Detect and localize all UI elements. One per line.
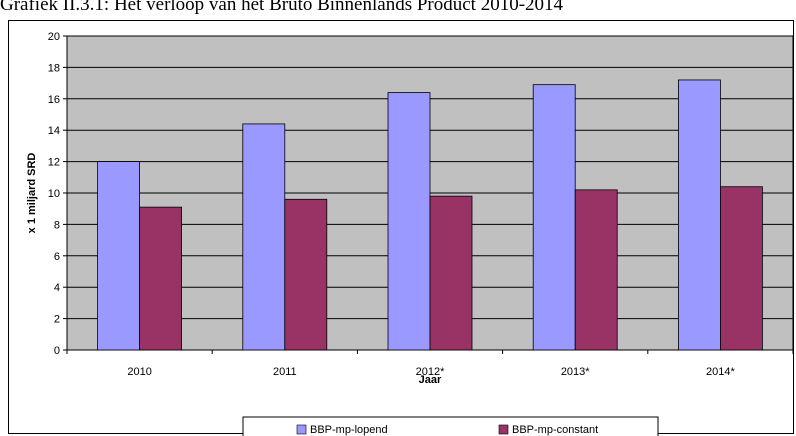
y-tick-label: 14 xyxy=(48,125,60,137)
legend: BBP-mp-lopend BBP-mp-constant xyxy=(242,416,659,436)
bar-series-1 xyxy=(97,161,140,351)
y-tick-label: 18 xyxy=(48,62,60,74)
bar-series-1 xyxy=(532,84,576,351)
x-axis-label: Jaar xyxy=(419,374,442,386)
legend-box xyxy=(242,416,659,436)
bar-series-2 xyxy=(720,186,763,351)
y-tick-label: 0 xyxy=(54,345,60,357)
bar-series-2 xyxy=(429,195,473,351)
legend-swatch-series-2 xyxy=(498,424,509,435)
x-tick-label: 2012* xyxy=(416,366,445,378)
bar-series-2 xyxy=(284,198,328,351)
x-tick-label: 2010 xyxy=(127,366,151,378)
bar-series-1 xyxy=(242,123,286,351)
y-tick-label: 8 xyxy=(54,219,60,231)
bar-series-1 xyxy=(387,92,431,351)
bar-series-1 xyxy=(678,79,721,351)
legend-label-series-1: BBP-mp-lopend xyxy=(310,424,388,436)
legend-swatch-series-1 xyxy=(296,424,307,435)
x-tick-label: 2011 xyxy=(273,366,297,378)
y-tick-label: 2 xyxy=(54,314,60,326)
bar-series-2 xyxy=(139,206,183,351)
y-tick-label: 16 xyxy=(48,94,60,106)
bar-series-2 xyxy=(574,189,618,351)
y-tick-label: 6 xyxy=(54,251,60,263)
y-tick-label: 12 xyxy=(48,157,60,169)
bars xyxy=(97,79,763,351)
y-tick-label: 20 xyxy=(48,31,60,43)
y-tick-label: 4 xyxy=(54,282,60,294)
axes: 0 2 4 6 8 10 12 14 16 18 20 2010 2011 2012* 2013* 2014* xyxy=(48,31,794,378)
chart-title: Grafiek II.3.1: Het verloop van het Brut… xyxy=(0,0,564,15)
legend-label-series-2: BBP-mp-constant xyxy=(512,424,598,436)
y-tick-label: 10 xyxy=(48,188,60,200)
y-axis-label: x 1 miljard SRD xyxy=(26,153,38,234)
x-tick-label: 2014* xyxy=(706,366,735,378)
x-tick-label: 2013* xyxy=(561,366,590,378)
